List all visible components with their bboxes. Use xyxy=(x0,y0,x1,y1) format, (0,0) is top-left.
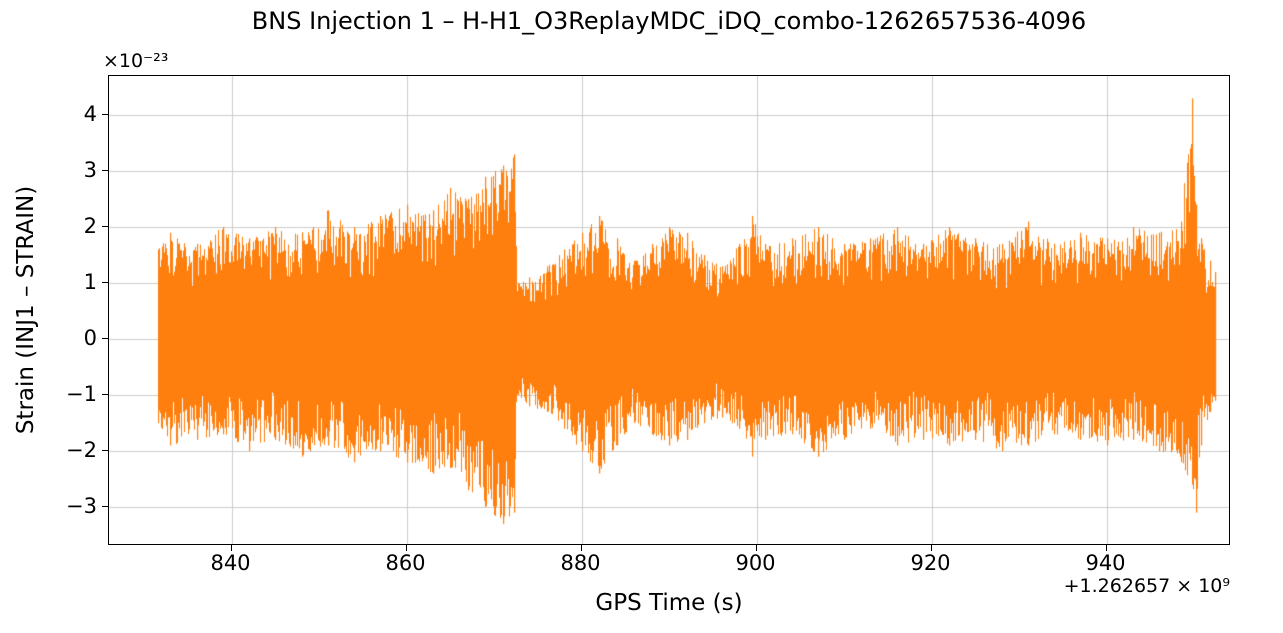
x-tick-mark xyxy=(1105,545,1107,551)
x-tick-mark xyxy=(930,545,932,551)
y-tick-mark xyxy=(102,450,108,452)
y-tick-mark xyxy=(102,226,108,228)
x-tick-mark xyxy=(405,545,407,551)
y-tick-label: 3 xyxy=(83,158,97,183)
y-tick-label: −2 xyxy=(66,438,97,463)
y-tick-mark xyxy=(102,394,108,396)
x-tick-label: 840 xyxy=(210,551,251,575)
y-tick-label: 4 xyxy=(83,102,97,127)
x-tick-mark xyxy=(755,545,757,551)
y-tick-mark xyxy=(102,338,108,340)
plot-area xyxy=(108,75,1230,545)
x-tick-label: 880 xyxy=(560,551,601,575)
chart-title: BNS Injection 1 – H-H1_O3ReplayMDC_iDQ_c… xyxy=(251,7,1087,35)
y-tick-mark xyxy=(102,114,108,116)
x-tick-mark xyxy=(580,545,582,551)
y-tick-label: −1 xyxy=(66,382,97,407)
y-tick-label: 0 xyxy=(83,326,97,351)
y-tick-mark xyxy=(102,282,108,284)
x-tick-mark xyxy=(230,545,232,551)
y-tick-label: 2 xyxy=(83,214,97,239)
y-tick-mark xyxy=(102,170,108,172)
y-tick-mark xyxy=(102,506,108,508)
x-tick-label: 940 xyxy=(1085,551,1126,575)
strain-waveform-canvas xyxy=(109,76,1229,544)
x-tick-label: 860 xyxy=(385,551,426,575)
x-axis-label: GPS Time (s) xyxy=(595,590,743,616)
x-tick-label: 900 xyxy=(735,551,776,575)
x-axis-offset-label: +1.262657 × 10⁹ xyxy=(1063,575,1230,597)
y-tick-label: 1 xyxy=(83,270,97,295)
x-tick-label: 920 xyxy=(910,551,951,575)
y-axis-scale-offset: ×10⁻²³ xyxy=(103,50,169,72)
y-tick-label: −3 xyxy=(66,494,97,519)
y-axis-label: Strain (INJ1 – STRAIN) xyxy=(13,185,39,435)
